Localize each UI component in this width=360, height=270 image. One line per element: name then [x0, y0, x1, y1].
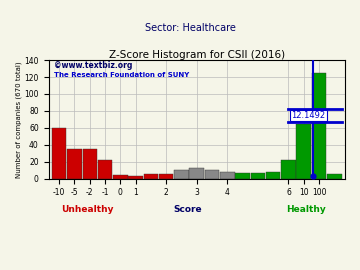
Bar: [312, 73, 326, 179]
Bar: [235, 173, 250, 179]
Bar: [159, 174, 174, 179]
Bar: [67, 149, 82, 179]
Bar: [189, 168, 204, 179]
Y-axis label: Number of companies (670 total): Number of companies (670 total): [15, 61, 22, 178]
Text: Healthy: Healthy: [287, 205, 326, 214]
Bar: [174, 170, 189, 179]
Bar: [327, 174, 342, 179]
Bar: [82, 149, 97, 179]
Bar: [220, 172, 235, 179]
Bar: [205, 170, 219, 179]
Text: The Research Foundation of SUNY: The Research Foundation of SUNY: [54, 72, 190, 78]
Text: 12.1492: 12.1492: [291, 111, 325, 120]
Bar: [98, 160, 112, 179]
Bar: [281, 160, 296, 179]
Text: Sector: Healthcare: Sector: Healthcare: [145, 23, 236, 33]
Title: Z-Score Histogram for CSII (2016): Z-Score Histogram for CSII (2016): [109, 50, 285, 60]
Bar: [113, 175, 127, 179]
Bar: [52, 128, 67, 179]
Bar: [297, 124, 311, 179]
Bar: [129, 176, 143, 179]
Bar: [144, 174, 158, 179]
Text: Unhealthy: Unhealthy: [61, 205, 113, 214]
Text: ©www.textbiz.org: ©www.textbiz.org: [54, 61, 133, 70]
Bar: [251, 173, 265, 179]
Text: Score: Score: [174, 205, 202, 214]
Bar: [266, 172, 280, 179]
